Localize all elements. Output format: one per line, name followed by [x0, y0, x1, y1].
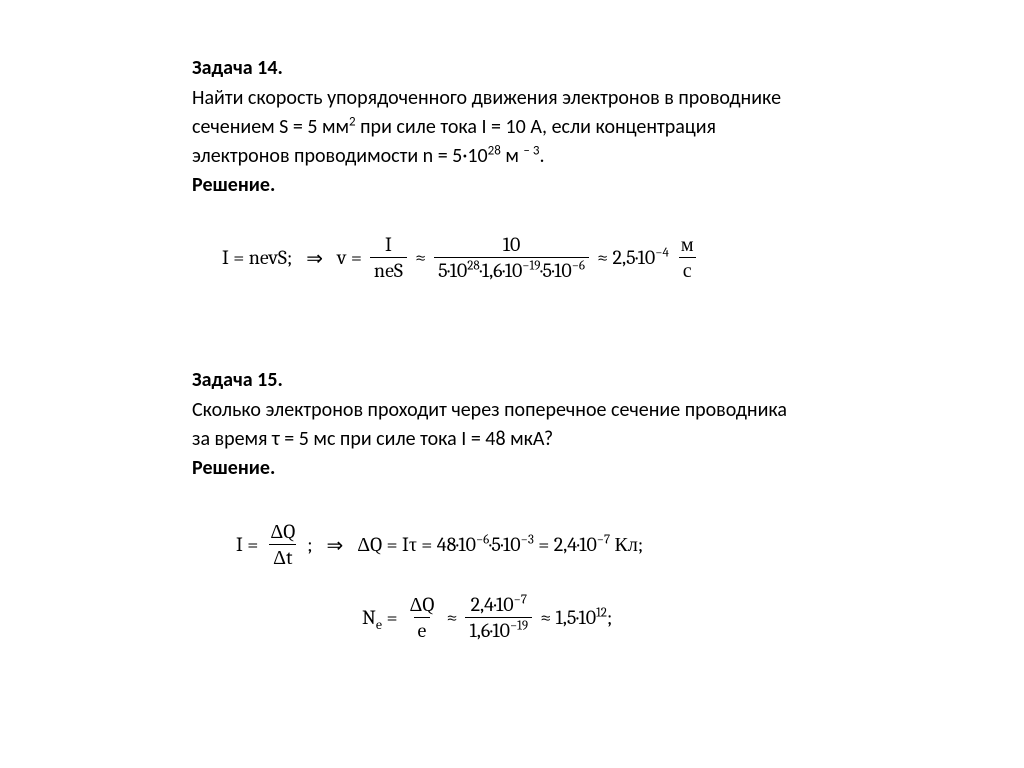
p14-result-exp: −4: [655, 245, 669, 260]
p14-line2-sup: 2: [349, 114, 356, 129]
p14-eq-lhs: I = nevS;: [222, 246, 292, 269]
p15-eq1-rhs-e3: −7: [597, 532, 610, 547]
p15-eq2-eq: =: [382, 606, 397, 629]
p14-frac2-den-e1: 28: [467, 258, 479, 273]
problem15-equation2: Ne = ΔQ e ≈ 2,4·10−7 1,6·10−19 ≈ 1,5·101…: [362, 593, 872, 642]
p14-unit-frac: м с: [677, 233, 698, 282]
p15-eq2-frac1: ΔQ e: [406, 593, 439, 642]
p15-eq1-I: I =: [236, 533, 258, 556]
p15-eq1-rhs-e1: −6: [476, 532, 489, 547]
p15-eq1-lhs-frac: ΔQ Δt: [266, 520, 299, 569]
problem15-line1: Сколько электронов проходит через попере…: [192, 396, 872, 425]
p15-eq1-rhs-pre: ΔQ = Iτ = 48·10: [357, 533, 476, 556]
problem14-line3: электронов проводимости n = 5·1028 м – 3…: [192, 142, 872, 171]
p14-frac1-den: neS: [370, 257, 407, 282]
p15-eq2-frac1-den: e: [414, 617, 431, 642]
p14-line3-pre: электронов проводимости n = 5·10: [192, 144, 488, 168]
p15-eq1-lhs-num: ΔQ: [266, 520, 299, 544]
problem15-equation1: I = ΔQ Δt ; ⇒ ΔQ = Iτ = 48·10−6·5·10−3 =…: [236, 520, 872, 569]
implies-arrow-icon: ⇒: [300, 246, 329, 270]
p15-eq2-frac2-num: 2,4·10−7: [467, 593, 531, 617]
p15-eq2-Ne: Ne =: [362, 606, 398, 629]
p15-eq2-tail: ;: [607, 606, 612, 629]
p15-eq1-lhs-tail: ;: [307, 533, 312, 556]
p15-eq2-frac2-num-e: −7: [514, 592, 527, 607]
p15-eq2-frac2-den-a: 1,6·10: [469, 619, 509, 642]
p14-approx1: ≈: [415, 246, 426, 269]
p14-approx2: ≈ 2,5·10−4: [597, 246, 669, 269]
p14-frac1: I neS: [370, 233, 407, 282]
problem15-title: Задача 15.: [192, 366, 872, 394]
p14-frac2-den: 5·1028·1,6·10−19·5·10−6: [434, 257, 589, 282]
p15-eq2-result: ≈ 1,5·1012;: [540, 606, 612, 629]
p15-eq1-rhs: ΔQ = Iτ = 48·10−6·5·10−3 = 2,4·10−7 Кл;: [357, 533, 643, 557]
p14-approx2-text: ≈ 2,5·10: [597, 246, 655, 269]
p14-frac2-num: 10: [499, 233, 525, 257]
p15-eq2-result-exp: 12: [596, 605, 607, 620]
problem14-solution-label: Решение.: [192, 173, 872, 197]
p14-frac2-den-a: 5·10: [438, 259, 467, 282]
p15-eq2-frac1-num: ΔQ: [406, 593, 439, 617]
page: Задача 14. Найти скорость упорядоченного…: [0, 0, 1024, 768]
spacer: [192, 282, 872, 366]
p14-eq-v-label: v =: [337, 246, 362, 269]
problem14-equation: I = nevS; ⇒ v = I neS ≈ 10 5·1028·1,6·10…: [222, 233, 872, 282]
p14-frac2: 10 5·1028·1,6·10−19·5·10−6: [434, 233, 589, 282]
p14-frac1-num: I: [381, 233, 396, 257]
problem15-line2: за время τ = 5 мс при силе тока I = 48 м…: [192, 425, 872, 454]
p14-frac2-den-e3: −6: [572, 258, 585, 273]
p15-eq1-rhs-mid: ·5·10: [489, 533, 520, 556]
p15-eq1-rhs-eq: = 2,4·10: [534, 533, 597, 556]
p15-eq1-lhs-den: Δt: [269, 544, 296, 569]
p15-eq2-frac2-den-e: −19: [510, 618, 528, 633]
p15-eq2-N: N: [362, 606, 376, 629]
p14-unit-den: с: [679, 257, 696, 282]
implies-arrow-icon: ⇒: [320, 533, 349, 557]
p14-line2-pre: сечением S = 5 мм: [192, 115, 349, 139]
p14-line3-sup1: 28: [488, 143, 501, 158]
p14-frac2-den-b: ·1,6·10: [480, 259, 523, 282]
p14-line2-post: при силе тока I = 10 А, если концентраци…: [356, 115, 716, 139]
problem14-line2: сечением S = 5 мм2 при силе тока I = 10 …: [192, 113, 872, 142]
p15-eq2-frac2-den: 1,6·10−19: [465, 617, 532, 642]
p14-line3-sup2: – 3: [523, 143, 539, 158]
p14-frac2-den-e2: −19: [522, 258, 540, 273]
p15-eq2-approx1: ≈: [446, 606, 457, 629]
p14-line3-mid: м: [501, 144, 524, 168]
p14-unit-num: м: [677, 233, 698, 257]
p14-frac2-den-c: ·5·10: [540, 259, 571, 282]
p15-eq2-frac2: 2,4·10−7 1,6·10−19: [465, 593, 532, 642]
p15-eq2-approx2: ≈ 1,5·10: [540, 606, 596, 629]
p15-eq1-rhs-e2: −3: [521, 532, 534, 547]
p15-eq2-frac2-num-a: 2,4·10: [471, 593, 514, 616]
problem14-title: Задача 14.: [192, 54, 872, 82]
content-area: Задача 14. Найти скорость упорядоченного…: [192, 54, 872, 642]
problem15-solution-label: Решение.: [192, 456, 872, 480]
problem14-line1: Найти скорость упорядоченного движения э…: [192, 84, 872, 113]
p14-line3-post: .: [539, 144, 544, 168]
p15-eq1-rhs-unit: Кл;: [610, 533, 643, 556]
